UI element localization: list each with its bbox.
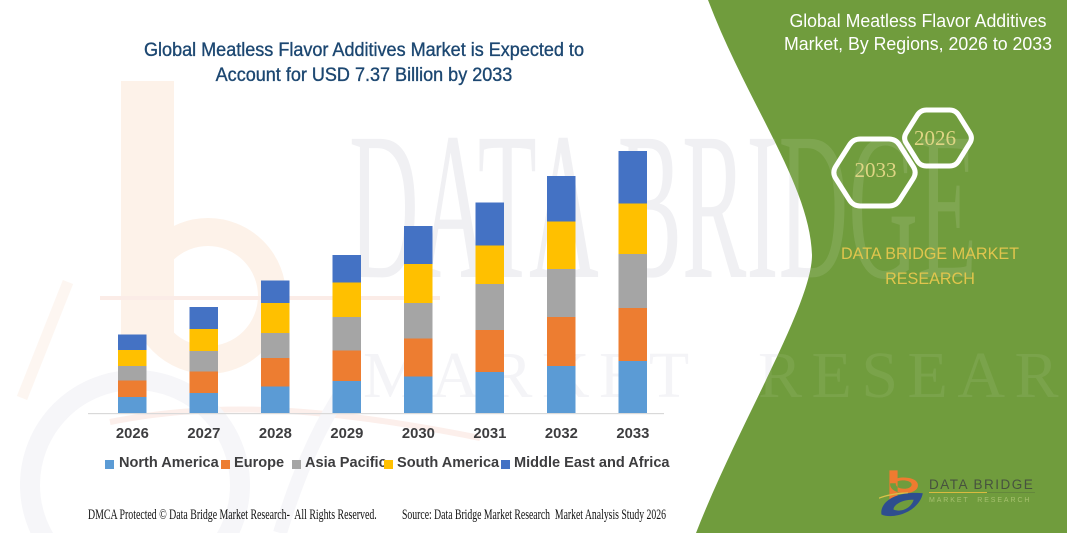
svg-text:RESEARCH: RESEARCH [758, 339, 1067, 412]
